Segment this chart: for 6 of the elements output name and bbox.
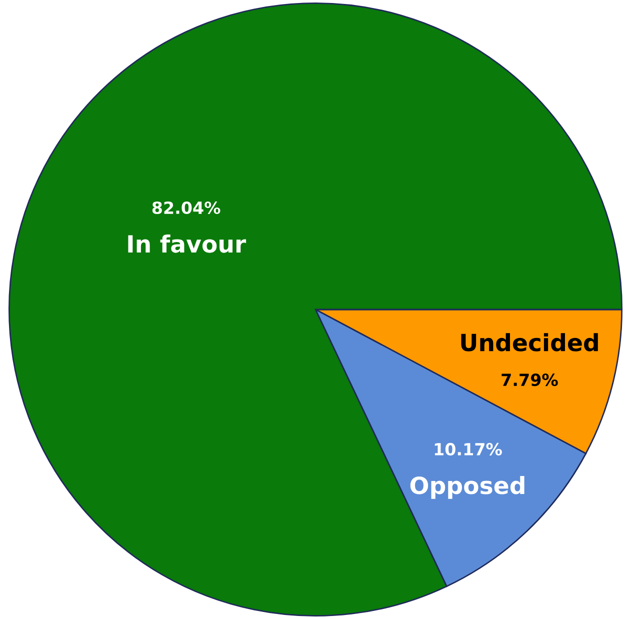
slice-label: In favour	[128, 234, 246, 253]
data-label: 7.79%	[502, 374, 558, 386]
slice-label: Opposed	[410, 476, 524, 499]
data-label: 82.04%	[152, 201, 220, 214]
data-label: 10.17%	[434, 442, 502, 456]
slice-label: Undecided	[461, 333, 598, 352]
